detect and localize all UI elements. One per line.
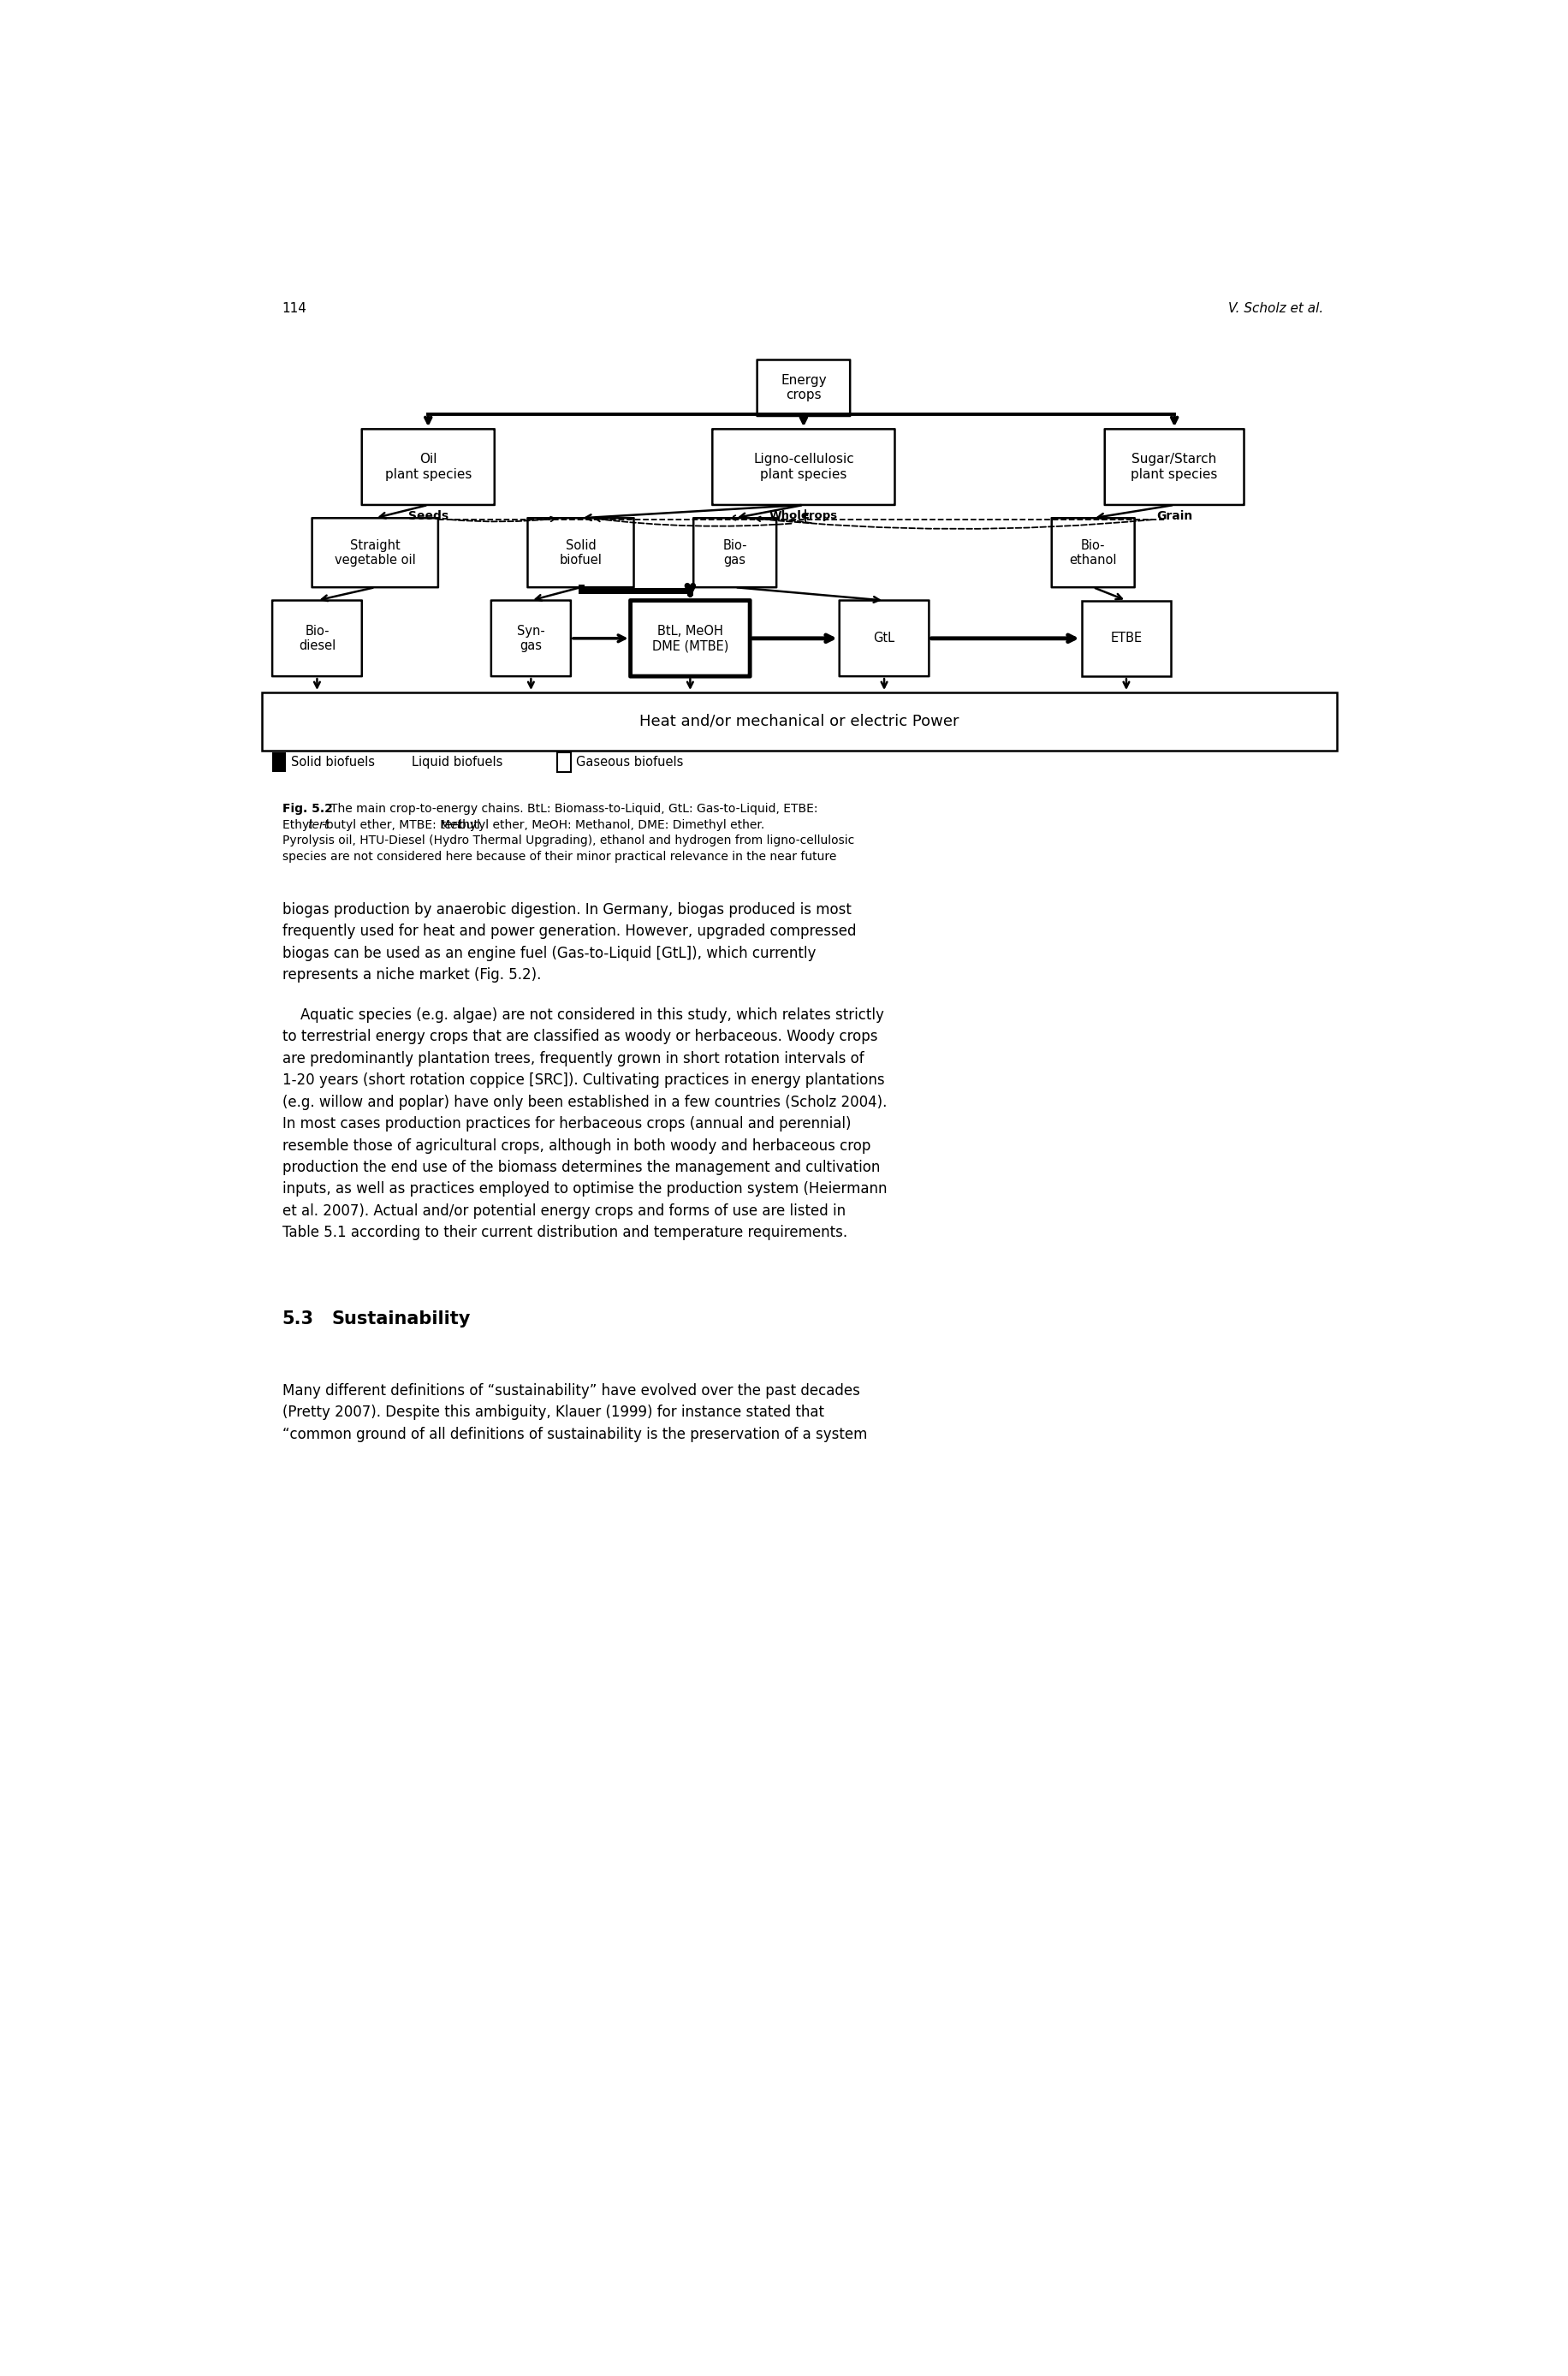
Text: are predominantly plantation trees, frequently grown in short rotation intervals: are predominantly plantation trees, freq… [282, 1050, 864, 1067]
Text: Solid biofuels: Solid biofuels [290, 756, 375, 770]
Text: Grain: Grain [1156, 511, 1193, 523]
Text: Whole: Whole [768, 511, 809, 520]
Text: tert: tert [307, 820, 329, 832]
Text: crops: crops [803, 511, 837, 520]
FancyBboxPatch shape [558, 753, 571, 772]
Text: (e.g. willow and poplar) have only been established in a few countries (Scholz 2: (e.g. willow and poplar) have only been … [282, 1095, 887, 1110]
FancyBboxPatch shape [312, 518, 437, 587]
Text: Ligno-cellulosic
plant species: Ligno-cellulosic plant species [753, 454, 855, 480]
Text: (Pretty 2007). Despite this ambiguity, Klauer (1999) for instance stated that: (Pretty 2007). Despite this ambiguity, K… [282, 1404, 825, 1421]
FancyBboxPatch shape [757, 359, 850, 416]
FancyBboxPatch shape [1082, 601, 1171, 677]
Text: biogas can be used as an engine fuel (Gas-to-Liquid [GtL]), which currently: biogas can be used as an engine fuel (Ga… [282, 946, 815, 960]
Text: Syn-
gas: Syn- gas [517, 625, 546, 653]
Text: Seeds: Seeds [408, 511, 448, 523]
Text: production the end use of the biomass determines the management and cultivation: production the end use of the biomass de… [282, 1159, 880, 1176]
Text: Oil
plant species: Oil plant species [384, 454, 472, 480]
Text: Straight
vegetable oil: Straight vegetable oil [334, 539, 416, 565]
Text: biogas production by anaerobic digestion. In Germany, biogas produced is most: biogas production by anaerobic digestion… [282, 903, 851, 917]
Text: Sugar/Starch
plant species: Sugar/Starch plant species [1131, 454, 1218, 480]
Text: resemble those of agricultural crops, although in both woody and herbaceous crop: resemble those of agricultural crops, al… [282, 1138, 870, 1152]
Text: V. Scholz et al.: V. Scholz et al. [1228, 302, 1323, 316]
Text: Solid
biofuel: Solid biofuel [560, 539, 602, 565]
Text: Energy
crops: Energy crops [781, 373, 826, 402]
Text: 5.3: 5.3 [282, 1312, 314, 1328]
FancyBboxPatch shape [712, 430, 895, 506]
Text: Gaseous biofuels: Gaseous biofuels [575, 756, 684, 770]
FancyBboxPatch shape [362, 430, 494, 506]
Text: Sustainability: Sustainability [332, 1312, 470, 1328]
Text: tert: tert [441, 820, 461, 832]
Text: et al. 2007). Actual and/or potential energy crops and forms of use are listed i: et al. 2007). Actual and/or potential en… [282, 1202, 845, 1219]
Text: Aquatic species (e.g. algae) are not considered in this study, which relates str: Aquatic species (e.g. algae) are not con… [282, 1007, 884, 1022]
Text: Fig. 5.2: Fig. 5.2 [282, 803, 332, 815]
Text: -butyl ether, MTBE: Methyl: -butyl ether, MTBE: Methyl [321, 820, 485, 832]
Text: to terrestrial energy crops that are classified as woody or herbaceous. Woody cr: to terrestrial energy crops that are cla… [282, 1029, 878, 1045]
FancyBboxPatch shape [1105, 430, 1243, 506]
FancyBboxPatch shape [630, 601, 750, 677]
Text: species are not considered here because of their minor practical relevance in th: species are not considered here because … [282, 851, 836, 862]
Text: GtL: GtL [873, 632, 895, 644]
FancyBboxPatch shape [693, 518, 776, 587]
Text: frequently used for heat and power generation. However, upgraded compressed: frequently used for heat and power gener… [282, 924, 856, 939]
Text: 114: 114 [282, 302, 307, 316]
FancyBboxPatch shape [839, 601, 928, 677]
FancyBboxPatch shape [528, 518, 633, 587]
Text: Heat and/or mechanical or electric Power: Heat and/or mechanical or electric Power [640, 713, 960, 729]
Text: Many different definitions of “sustainability” have evolved over the past decade: Many different definitions of “sustainab… [282, 1383, 859, 1399]
FancyBboxPatch shape [273, 753, 285, 772]
Text: 1-20 years (short rotation coppice [SRC]). Cultivating practices in energy plant: 1-20 years (short rotation coppice [SRC]… [282, 1072, 884, 1088]
FancyBboxPatch shape [1052, 518, 1135, 587]
Text: Liquid biofuels: Liquid biofuels [411, 756, 503, 770]
Text: represents a niche market (Fig. 5.2).: represents a niche market (Fig. 5.2). [282, 967, 541, 984]
Text: Bio-
ethanol: Bio- ethanol [1069, 539, 1116, 565]
FancyBboxPatch shape [491, 601, 571, 677]
Text: BtL, MeOH
DME (MTBE): BtL, MeOH DME (MTBE) [652, 625, 729, 653]
FancyBboxPatch shape [262, 691, 1338, 751]
Text: -butyl ether, MeOH: Methanol, DME: Dimethyl ether.: -butyl ether, MeOH: Methanol, DME: Dimet… [455, 820, 765, 832]
Text: inputs, as well as practices employed to optimise the production system (Heierma: inputs, as well as practices employed to… [282, 1181, 887, 1198]
Text: Bio-
gas: Bio- gas [723, 539, 746, 565]
Text: In most cases production practices for herbaceous crops (annual and perennial): In most cases production practices for h… [282, 1117, 851, 1131]
Text: Ethyl: Ethyl [282, 820, 317, 832]
Text: Table 5.1 according to their current distribution and temperature requirements.: Table 5.1 according to their current dis… [282, 1226, 847, 1240]
Text: “common ground of all definitions of sustainability is the preservation of a sys: “common ground of all definitions of sus… [282, 1426, 867, 1442]
Text: Pyrolysis oil, HTU-Diesel (Hydro Thermal Upgrading), ethanol and hydrogen from l: Pyrolysis oil, HTU-Diesel (Hydro Thermal… [282, 834, 855, 846]
Text: ETBE: ETBE [1110, 632, 1142, 644]
Text: The main crop-to-energy chains. BtL: Biomass-to-Liquid, GtL: Gas-to-Liquid, ETBE: The main crop-to-energy chains. BtL: Bio… [329, 803, 817, 815]
Text: Bio-
diesel: Bio- diesel [298, 625, 336, 653]
FancyBboxPatch shape [273, 601, 362, 677]
